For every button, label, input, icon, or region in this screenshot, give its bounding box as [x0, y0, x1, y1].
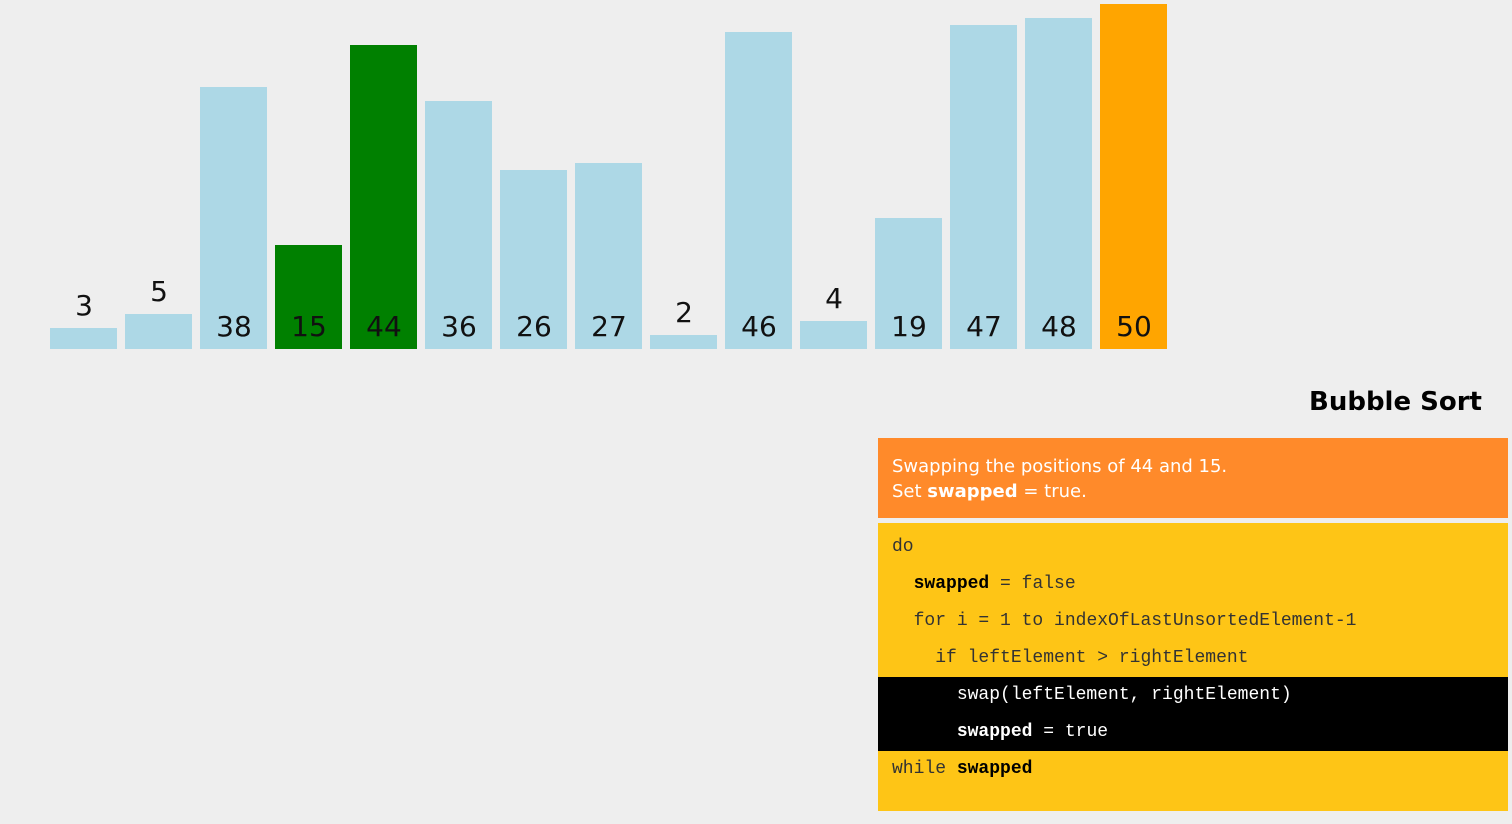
- code-line-swapped-true: swapped = true: [878, 714, 1508, 751]
- bar-36: [425, 101, 492, 349]
- bar-value-label: 26: [516, 310, 552, 343]
- code-text: for i = 1 to indexOfLastUnsortedElement-…: [913, 611, 1357, 631]
- bar-27: [575, 163, 642, 349]
- bar-47: [950, 25, 1017, 349]
- bar-value-label: 4: [825, 282, 843, 315]
- code-line-for: for i = 1 to indexOfLastUnsortedElement-…: [878, 603, 1508, 640]
- bar-5: [125, 314, 192, 349]
- code-keyword: swapped: [956, 759, 1033, 779]
- code-line-if: if leftElement > rightElement: [878, 640, 1508, 677]
- status-line-1: Swapping the positions of 44 and 15.: [892, 456, 1228, 477]
- status-keyword: swapped: [927, 481, 1018, 502]
- code-text: swap(leftElement, rightElement): [956, 685, 1292, 705]
- status-panel: Swapping the positions of 44 and 15. Set…: [878, 438, 1508, 518]
- status-line-2: Set swapped = true.: [892, 479, 1494, 504]
- code-line-swap: swap(leftElement, rightElement): [878, 677, 1508, 714]
- code-keyword: swapped: [956, 722, 1033, 742]
- bar-19: [875, 218, 942, 349]
- bar-38: [200, 87, 267, 349]
- bar-value-label: 48: [1041, 310, 1077, 343]
- bar-44: [350, 45, 417, 349]
- status-suffix: = true.: [1017, 481, 1087, 502]
- bar-15: [275, 245, 342, 349]
- bar-2: [650, 335, 717, 349]
- bar-value-label: 27: [591, 310, 627, 343]
- code-keyword: swapped: [913, 574, 990, 594]
- status-prefix: Set: [892, 481, 928, 502]
- code-line-while: while swapped: [878, 751, 1508, 788]
- bar-value-label: 46: [741, 310, 777, 343]
- code-line-swapped-false: swapped = false: [878, 566, 1508, 603]
- bar-value-label: 2: [675, 296, 693, 329]
- bar-value-label: 19: [891, 310, 927, 343]
- bar-3: [50, 328, 117, 349]
- bar-46: [725, 32, 792, 349]
- bar-48: [1025, 18, 1092, 349]
- bar-value-label: 44: [366, 310, 402, 343]
- bar-26: [500, 170, 567, 349]
- bar-value-label: 47: [966, 310, 1002, 343]
- bar-4: [800, 321, 867, 349]
- code-text: = false: [989, 574, 1076, 594]
- algorithm-title: Bubble Sort: [1309, 387, 1482, 417]
- code-text: if leftElement > rightElement: [935, 648, 1249, 668]
- bar-value-label: 50: [1116, 310, 1152, 343]
- code-text: = true: [1032, 722, 1109, 742]
- code-text: do: [892, 537, 914, 557]
- code-text: while: [892, 759, 957, 779]
- bar-value-label: 3: [75, 289, 93, 322]
- bar-value-label: 5: [150, 275, 168, 308]
- bar-value-label: 36: [441, 310, 477, 343]
- pseudocode-panel: do swapped = false for i = 1 to indexOfL…: [878, 523, 1508, 811]
- code-line-do: do: [878, 529, 1508, 566]
- bar-value-label: 15: [291, 310, 327, 343]
- bar-50: [1100, 4, 1167, 349]
- bar-value-label: 38: [216, 310, 252, 343]
- bar-chart: 3 5 38 15 44 36 26 27 2 46 4 19 47 48 50: [0, 0, 1512, 360]
